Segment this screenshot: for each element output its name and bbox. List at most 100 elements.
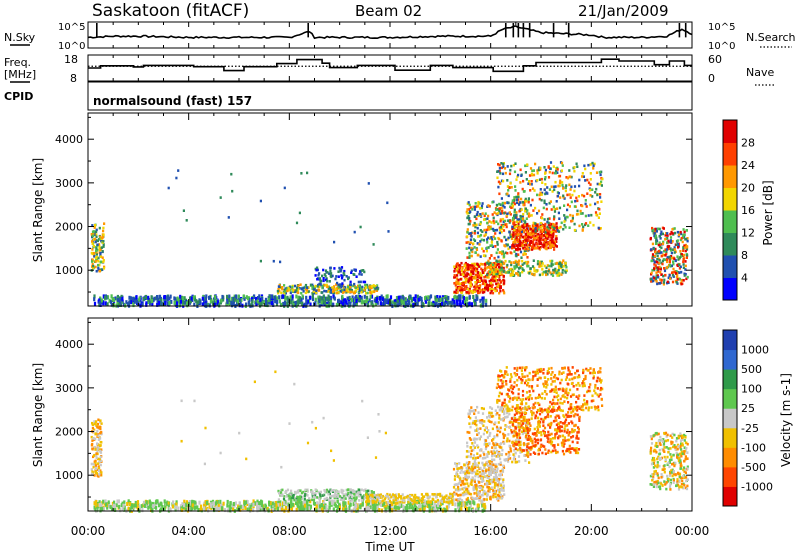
range-cell [491,213,494,216]
range-cell [519,228,522,231]
range-cell [376,505,379,510]
range-cell [561,164,564,167]
range-cell [669,236,673,239]
range-cell [561,181,564,184]
range-cell [668,255,671,259]
range-cell [555,240,558,243]
range-cell [487,276,490,279]
range-cell [239,507,242,512]
range-cell [397,493,400,496]
range-cell [542,234,545,237]
range-cell [560,265,563,268]
range-cell [557,184,560,188]
range-cell [512,261,515,264]
range-cell [301,301,304,306]
range-cell [468,203,471,207]
range-cell [505,214,509,217]
range-cell [517,198,520,201]
range-cell [682,247,685,250]
range-cell [508,172,512,176]
range-cell [548,227,551,230]
range-cell [497,211,500,215]
range-cell [558,184,561,187]
range-cell [100,471,103,474]
range-cell [303,499,306,504]
range-cell [548,264,551,268]
range-cell [564,216,567,220]
range-cell [598,182,601,186]
range-cell [458,268,461,271]
range-cell [426,501,429,504]
range-cell [158,294,162,299]
range-cell [266,303,269,308]
range-cell [522,226,525,230]
range-cell [462,284,465,287]
range-cell [524,221,527,224]
range-cell [485,302,488,307]
range-cell [112,302,115,307]
range-cell [328,498,331,501]
range-cell [683,272,686,276]
range-cell [493,221,496,225]
range-cell [553,269,556,273]
range-cell [547,227,550,231]
range-cell [465,274,468,278]
range-cell [520,234,523,237]
range-cell [341,291,345,294]
range-cell [675,243,678,247]
range-cell [321,274,324,278]
range-cell [552,268,555,272]
range-cell [397,505,400,510]
range-cell [670,230,673,234]
range-cell [360,295,363,300]
range-cell [529,189,532,192]
range-cell [653,230,656,233]
range-cell [559,196,562,199]
range-cell [348,506,351,511]
range-cell [365,490,368,493]
range-cell [94,461,97,465]
range-cell [552,230,555,234]
range-cell [102,260,105,264]
range-cell [408,295,411,300]
range-cell [371,497,374,500]
range-cell [386,502,389,506]
range-cell [147,505,150,510]
range-cell [255,301,258,306]
range-cell [485,249,488,253]
range-cell [204,296,207,301]
range-cell [536,246,539,250]
range-cell [365,493,368,496]
range-cell [384,496,387,499]
range-cell [340,274,343,277]
range-cell [496,176,499,180]
range-cell [484,218,487,221]
range-cell [480,267,483,271]
range-cell [334,503,337,508]
range-cell [661,259,664,263]
range-cell [277,489,280,493]
range-cell [515,230,518,234]
range-cell [453,483,456,487]
range-cell [654,247,657,251]
range-cell [92,264,95,268]
range-cell [557,191,560,195]
power-colorbar-segment [723,187,737,211]
range-cell [154,503,157,508]
range-cell [371,501,375,504]
power-ylabel: Slant Range [km] [31,158,45,262]
range-cell [341,275,344,278]
range-cell [501,268,504,271]
range-cell [355,496,358,499]
range-cell [447,501,450,504]
range-cell [97,259,100,263]
range-cell [519,181,522,184]
range-cell [562,259,565,262]
power-data-marks [90,161,689,308]
nsky-series-line [87,25,693,40]
range-cell [478,276,481,279]
range-cell [437,297,440,302]
range-cell [490,244,493,247]
range-cell [303,285,306,289]
range-cell [373,289,376,293]
